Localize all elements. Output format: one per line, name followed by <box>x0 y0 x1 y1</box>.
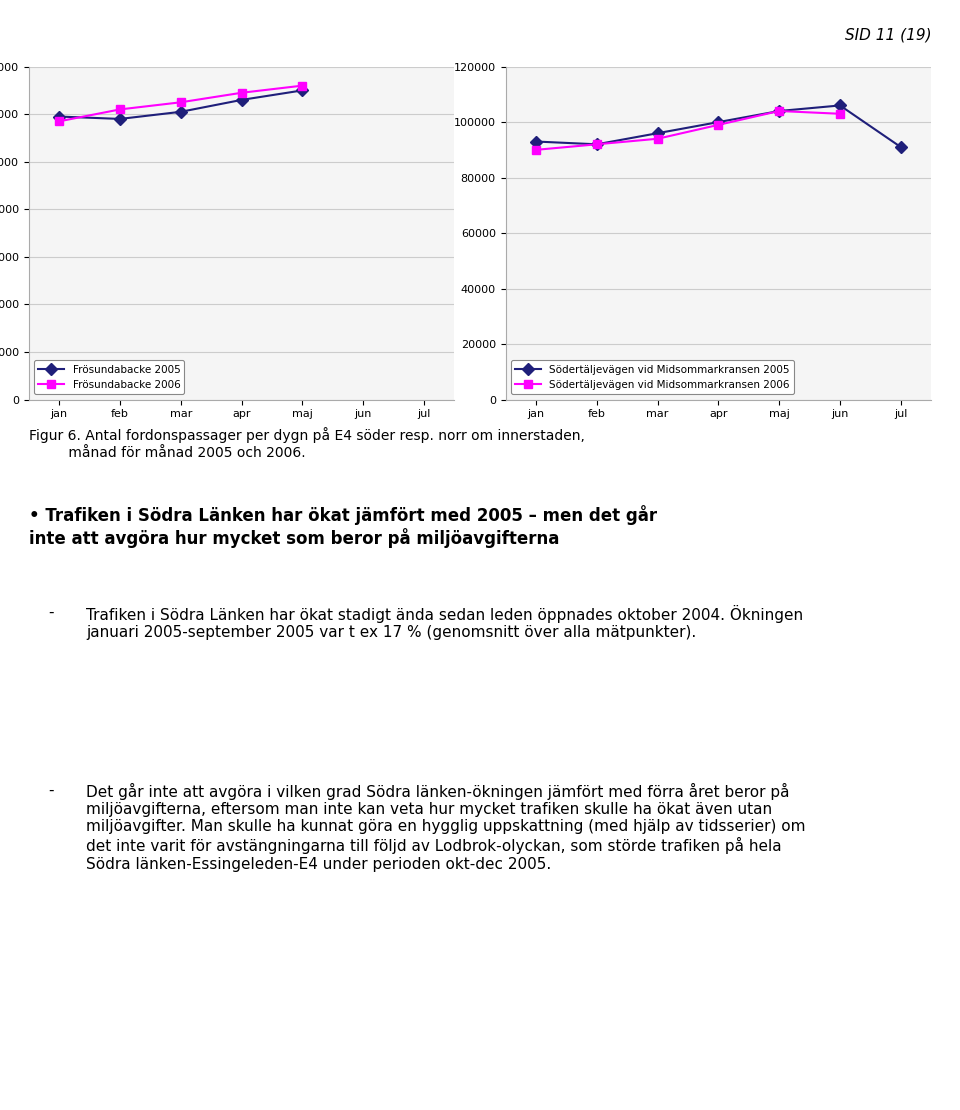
Södertäljevägen vid Midsommarkransen 2006 <box>712 119 724 132</box>
Frösundabacke 2006 <box>236 87 248 100</box>
Frösundabacke 2005 <box>114 112 126 125</box>
Line: Södertäljevägen vid Midsommarkransen 2005: Södertäljevägen vid Midsommarkransen 200… <box>532 101 905 151</box>
Text: • Trafiken i Södra Länken har ökat jämfört med 2005 – men det går
inte att avgör: • Trafiken i Södra Länken har ökat jämfö… <box>29 505 657 548</box>
Legend: Södertäljevägen vid Midsommarkransen 2005, Södertäljevägen vid Midsommarkransen : Södertäljevägen vid Midsommarkransen 200… <box>511 361 794 394</box>
Frösundabacke 2006 <box>175 95 186 109</box>
Text: -: - <box>48 605 54 620</box>
Frösundabacke 2005 <box>297 83 308 97</box>
Södertäljevägen vid Midsommarkransen 2005 <box>530 135 541 149</box>
Frösundabacke 2006 <box>114 103 126 117</box>
Frösundabacke 2005 <box>175 105 186 119</box>
Frösundabacke 2005 <box>54 110 65 123</box>
Frösundabacke 2006 <box>297 79 308 92</box>
Frösundabacke 2006 <box>54 114 65 128</box>
Text: Trafiken i Södra Länken har ökat stadigt ända sedan leden öppnades oktober 2004.: Trafiken i Södra Länken har ökat stadigt… <box>86 605 804 640</box>
Södertäljevägen vid Midsommarkransen 2006 <box>834 108 846 121</box>
Södertäljevägen vid Midsommarkransen 2006 <box>530 143 541 157</box>
Södertäljevägen vid Midsommarkransen 2006 <box>652 132 663 145</box>
Södertäljevägen vid Midsommarkransen 2006 <box>591 138 603 151</box>
Södertäljevägen vid Midsommarkransen 2005 <box>834 99 846 112</box>
Södertäljevägen vid Midsommarkransen 2005 <box>712 115 724 129</box>
Line: Frösundabacke 2006: Frösundabacke 2006 <box>55 81 306 125</box>
Legend: Frösundabacke 2005, Frösundabacke 2006: Frösundabacke 2005, Frösundabacke 2006 <box>34 361 184 394</box>
Södertäljevägen vid Midsommarkransen 2006 <box>774 104 785 118</box>
Södertäljevägen vid Midsommarkransen 2005 <box>591 138 603 151</box>
Södertäljevägen vid Midsommarkransen 2005 <box>774 104 785 118</box>
Line: Frösundabacke 2005: Frösundabacke 2005 <box>55 87 306 123</box>
Line: Södertäljevägen vid Midsommarkransen 2006: Södertäljevägen vid Midsommarkransen 200… <box>532 107 844 154</box>
Text: -: - <box>48 783 54 798</box>
Södertäljevägen vid Midsommarkransen 2005 <box>652 127 663 140</box>
Södertäljevägen vid Midsommarkransen 2005 <box>895 141 906 154</box>
Text: Det går inte att avgöra i vilken grad Södra länken-ökningen jämfört med förra år: Det går inte att avgöra i vilken grad Sö… <box>86 783 805 871</box>
Text: Figur 6. Antal fordonspassager per dygn på E4 söder resp. norr om innerstaden,
 : Figur 6. Antal fordonspassager per dygn … <box>29 427 585 460</box>
Frösundabacke 2005 <box>236 93 248 107</box>
Text: SID 11 (19): SID 11 (19) <box>845 28 931 43</box>
